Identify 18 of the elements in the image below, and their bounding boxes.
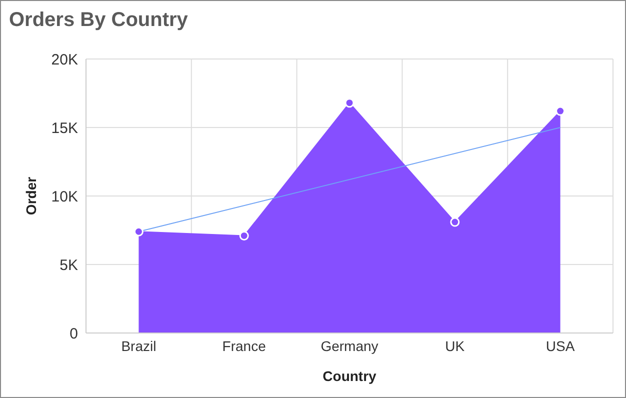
y-tick-label: 5K	[60, 256, 78, 274]
x-axis-title: Country	[322, 368, 377, 384]
x-tick-label: France	[222, 338, 266, 354]
chart-title: Orders By Country	[9, 9, 188, 32]
x-tick-label: Germany	[320, 338, 378, 354]
y-tick-label: 10K	[51, 188, 78, 206]
point	[450, 217, 460, 227]
y-axis-title: Order	[22, 176, 39, 216]
point	[239, 230, 249, 240]
point	[134, 226, 144, 236]
point	[344, 98, 354, 108]
x-tick-label: Brazil	[121, 338, 156, 354]
point	[556, 106, 566, 116]
y-tick-label: 15K	[51, 120, 78, 137]
x-tick-label: USA	[546, 338, 576, 354]
x-tick-label: UK	[445, 338, 466, 354]
y-tick-label: 0	[70, 325, 78, 342]
y-tick-label: 20K	[51, 51, 78, 68]
